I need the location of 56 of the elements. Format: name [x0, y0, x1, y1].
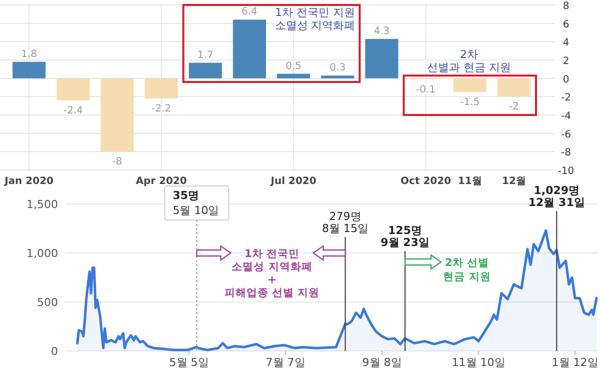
- annotation: 1차 전국민 소멸성 지역화폐 + 피해업종 선별 지원: [224, 248, 320, 299]
- bar: [453, 78, 486, 92]
- y-tick-label: 0: [51, 345, 58, 358]
- bar: [321, 76, 354, 78]
- bar: [188, 62, 222, 78]
- x-tick-label: 11월: [458, 176, 482, 187]
- y-tick-label: 2: [562, 56, 570, 67]
- y-tick-label: -8: [561, 148, 571, 159]
- data-label: -2.4: [63, 105, 83, 116]
- y-tick-label: -10: [558, 166, 574, 177]
- x-tick-label: 5월 5일: [169, 356, 209, 369]
- data-label: -0.1: [416, 84, 436, 96]
- bar: [232, 20, 266, 78]
- x-tick-label: 9월 8일: [362, 356, 402, 369]
- y-tick-label: 4: [562, 38, 570, 49]
- x-tick-label: Jul 2020: [270, 176, 316, 187]
- data-label: -2.2: [152, 104, 172, 114]
- x-tick-label: 12월: [502, 176, 526, 187]
- data-label: 1.7: [197, 50, 214, 61]
- annotation: 2차 선별 현금 지원: [443, 257, 491, 283]
- x-tick-label: 7월 7일: [266, 356, 306, 369]
- y-tick-label: 500: [37, 296, 58, 309]
- bar: [12, 62, 46, 78]
- annotation: 1차 전국민 지원 소멸성 지역화폐: [274, 6, 356, 32]
- data-label: 0.5: [286, 60, 302, 72]
- bar: [100, 78, 134, 152]
- bar: [144, 78, 178, 98]
- data-label: -8: [112, 156, 122, 168]
- bar: [497, 78, 530, 97]
- x-tick-label: Oct 2020: [400, 176, 452, 187]
- data-label: -1.5: [460, 97, 480, 108]
- x-tick-label: Apr 2020: [136, 176, 187, 187]
- data-label: -2: [508, 102, 519, 113]
- ref-line-label: 279명 8월 15일: [322, 210, 369, 235]
- y-tick-label: -2: [561, 92, 571, 104]
- y-tick-label: -4: [561, 111, 571, 122]
- y-tick-label: -6: [561, 129, 571, 140]
- bar: [365, 38, 398, 78]
- ref-line-label: 1,029명 12월 31일: [528, 184, 585, 209]
- x-tick-label: 1월 12일: [552, 356, 598, 369]
- data-label: 0.3: [330, 62, 346, 74]
- x-tick-label: Jan 2020: [4, 176, 54, 187]
- y-tick-label: 6: [562, 19, 570, 30]
- annotation: 2차 선별과 현금 지원: [427, 48, 511, 74]
- ref-line-label: 125명 9월 23일: [380, 224, 430, 249]
- y-tick-label: 1,500: [26, 198, 58, 211]
- x-tick-label: 11월 10일: [452, 356, 506, 369]
- data-label: 4.3: [374, 26, 390, 37]
- data-label: 1.8: [21, 48, 37, 60]
- data-label: 6.4: [242, 6, 258, 18]
- ref-line-label: 35명 5월 10일: [172, 189, 220, 217]
- bar: [56, 78, 90, 100]
- bar: [277, 74, 310, 78]
- y-tick-label: 8: [562, 1, 570, 12]
- y-tick-label: 1,000: [26, 247, 58, 260]
- y-tick-label: 0: [562, 74, 570, 86]
